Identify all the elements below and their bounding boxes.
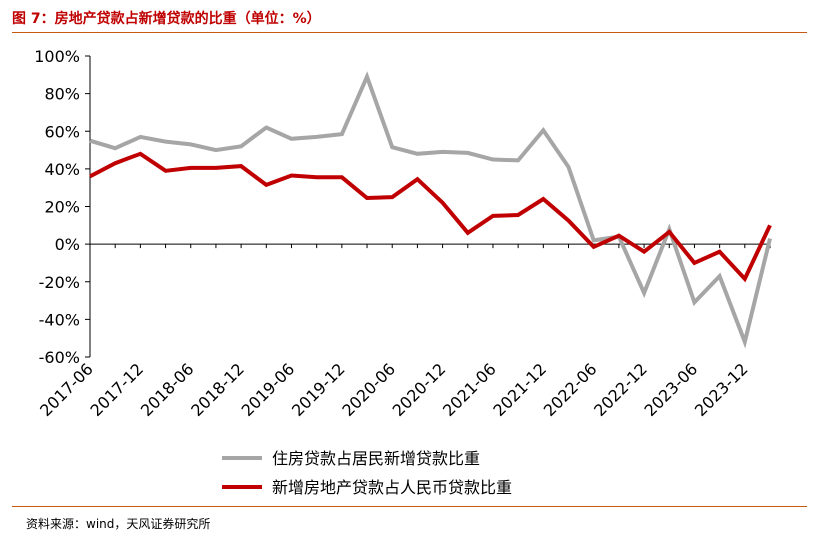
x-tick-label: 2023-12 — [691, 359, 752, 420]
x-tick-label: 2021-12 — [489, 359, 550, 420]
axes: 100%80%60%40%20%0%-20%-40%-60%2017-06201… — [34, 47, 771, 420]
legend-label-1: 住房贷款占居民新增贷款比重 — [272, 449, 480, 468]
series-layer — [89, 71, 772, 349]
x-tick-label: 2020-12 — [389, 359, 450, 420]
x-tick-label: 2020-06 — [338, 359, 399, 420]
x-tick-label: 2017-12 — [86, 359, 147, 420]
x-tick-label: 2018-12 — [187, 359, 248, 420]
x-tick-label: 2018-06 — [137, 359, 198, 420]
chart-title: 图 7：房地产贷款占新增贷款的比重（单位：%） — [12, 11, 321, 27]
y-tick-label: -40% — [39, 310, 80, 329]
series-line-1 — [89, 71, 772, 349]
x-tick-label: 2019-06 — [238, 359, 299, 420]
x-tick-label: 2023-06 — [641, 359, 702, 420]
header: 图 7：房地产贷款占新增贷款的比重（单位：%） — [12, 8, 807, 33]
y-tick-label: 0% — [55, 235, 80, 254]
y-tick-label: 40% — [44, 160, 80, 179]
y-tick-label: 60% — [44, 122, 80, 141]
y-tick-label: 100% — [34, 47, 80, 66]
x-tick-label: 2022-06 — [540, 359, 601, 420]
y-tick-label: -20% — [39, 273, 80, 292]
y-tick-label: 20% — [44, 198, 80, 217]
y-tick-label: 80% — [44, 85, 80, 104]
series-line-2 — [89, 151, 772, 283]
x-tick-label: 2019-12 — [288, 359, 349, 420]
x-tick-label: 2021-06 — [439, 359, 500, 420]
legend-label-2: 新增房地产贷款占人民币贷款比重 — [272, 478, 512, 497]
source-note: 资料来源：wind，天风证券研究所 — [26, 517, 211, 531]
footer-divider — [12, 506, 807, 507]
x-tick-label: 2017-06 — [36, 359, 97, 420]
x-tick-label: 2022-12 — [590, 359, 651, 420]
y-tick-label: -60% — [39, 348, 80, 367]
